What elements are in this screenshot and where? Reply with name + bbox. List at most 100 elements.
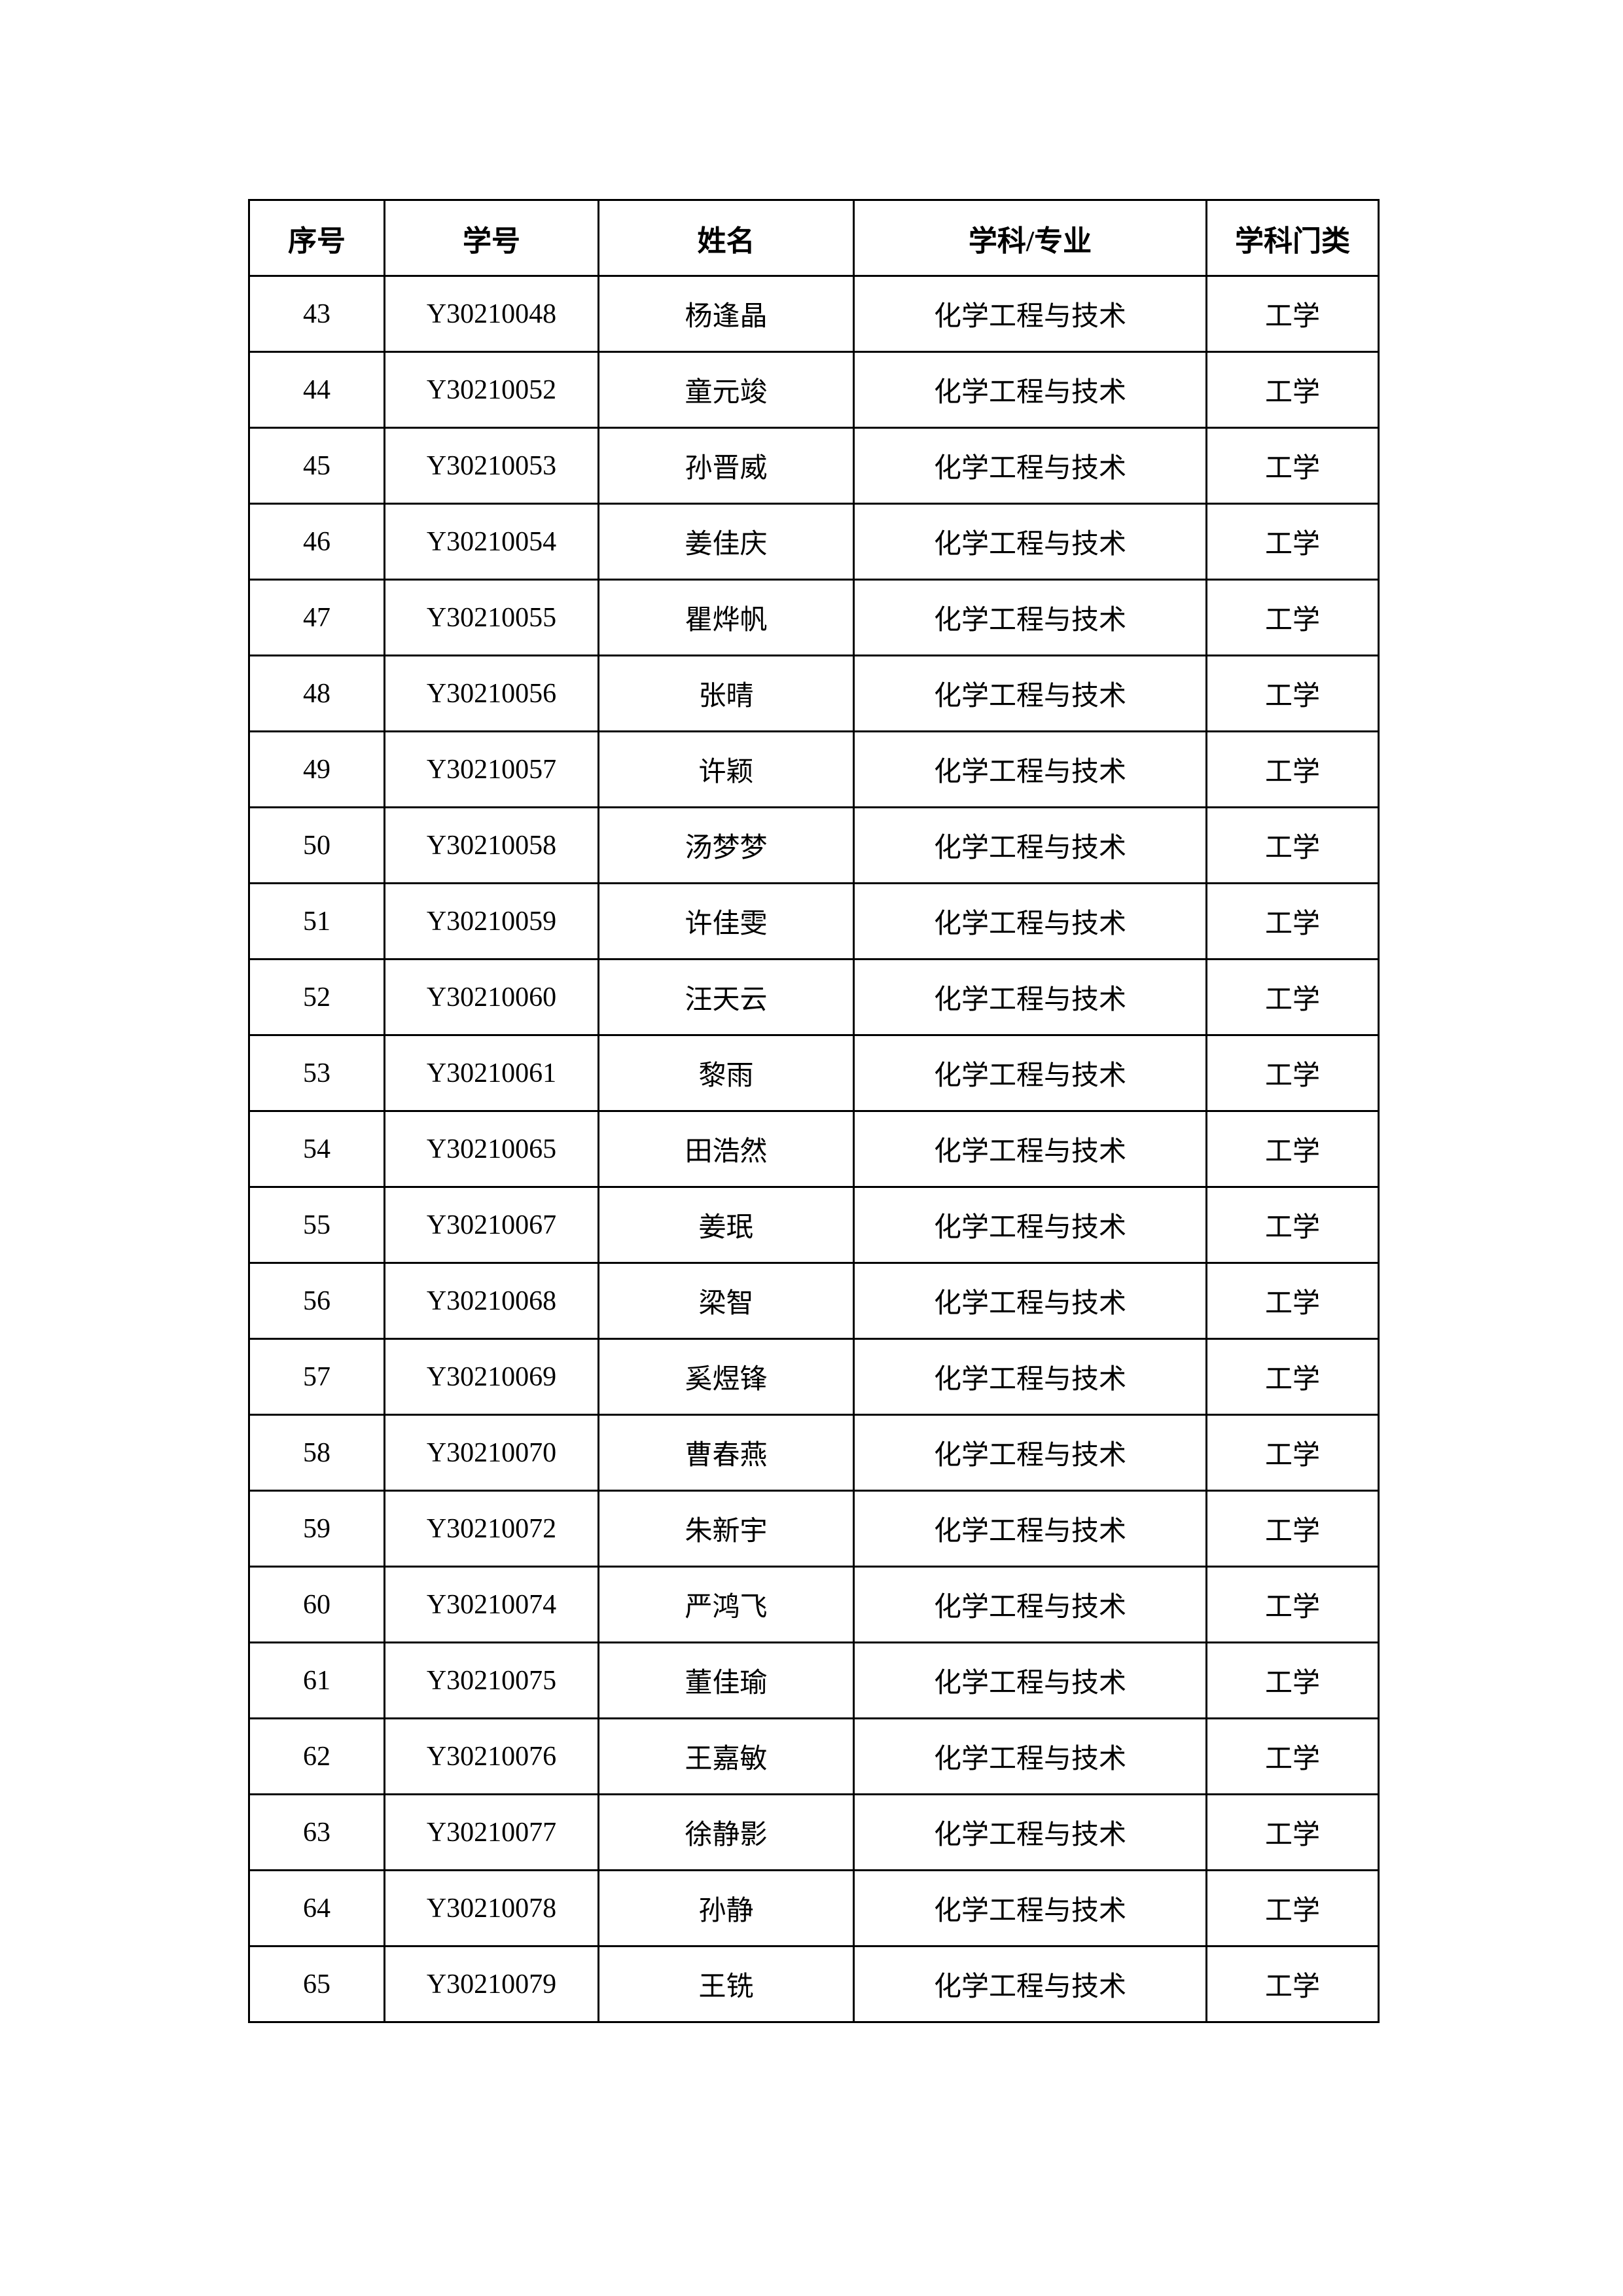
cell-major: 化学工程与技术: [853, 1945, 1207, 2023]
cell-student-id: Y30210065: [383, 1110, 599, 1188]
cell-category: 工学: [1205, 1869, 1380, 1947]
cell-name: 姜佳庆: [597, 503, 855, 581]
cell-index: 49: [248, 730, 385, 808]
cell-index: 55: [248, 1186, 385, 1264]
cell-major: 化学工程与技术: [853, 882, 1207, 960]
cell-index: 62: [248, 1717, 385, 1795]
cell-name: 王嘉敏: [597, 1717, 855, 1795]
table-row: 55 Y30210067 姜珉 化学工程与技术 工学: [248, 1186, 1380, 1264]
header-category: 学科门类: [1205, 199, 1380, 277]
table-row: 49 Y30210057 许颖 化学工程与技术 工学: [248, 730, 1380, 808]
cell-category: 工学: [1205, 579, 1380, 656]
table-row: 54 Y30210065 田浩然 化学工程与技术 工学: [248, 1110, 1380, 1188]
cell-category: 工学: [1205, 730, 1380, 808]
cell-student-id: Y30210061: [383, 1034, 599, 1112]
cell-student-id: Y30210057: [383, 730, 599, 808]
cell-category: 工学: [1205, 1186, 1380, 1264]
cell-name: 董佳瑜: [597, 1641, 855, 1719]
table-row: 59 Y30210072 朱新宇 化学工程与技术 工学: [248, 1490, 1380, 1568]
cell-index: 52: [248, 958, 385, 1036]
cell-index: 58: [248, 1414, 385, 1492]
cell-index: 54: [248, 1110, 385, 1188]
cell-index: 64: [248, 1869, 385, 1947]
cell-category: 工学: [1205, 503, 1380, 581]
table-row: 45 Y30210053 孙晋威 化学工程与技术 工学: [248, 427, 1380, 505]
table-row: 51 Y30210059 许佳雯 化学工程与技术 工学: [248, 882, 1380, 960]
cell-category: 工学: [1205, 1641, 1380, 1719]
cell-index: 45: [248, 427, 385, 505]
cell-major: 化学工程与技术: [853, 1186, 1207, 1264]
cell-major: 化学工程与技术: [853, 427, 1207, 505]
header-index: 序号: [248, 199, 385, 277]
cell-index: 53: [248, 1034, 385, 1112]
cell-student-id: Y30210072: [383, 1490, 599, 1568]
cell-index: 65: [248, 1945, 385, 2023]
cell-category: 工学: [1205, 1262, 1380, 1340]
cell-student-id: Y30210053: [383, 427, 599, 505]
cell-major: 化学工程与技术: [853, 579, 1207, 656]
cell-name: 汪天云: [597, 958, 855, 1036]
cell-category: 工学: [1205, 1414, 1380, 1492]
cell-student-id: Y30210079: [383, 1945, 599, 2023]
header-student-id: 学号: [383, 199, 599, 277]
table-row: 64 Y30210078 孙静 化学工程与技术 工学: [248, 1869, 1380, 1947]
cell-student-id: Y30210052: [383, 351, 599, 429]
cell-student-id: Y30210078: [383, 1869, 599, 1947]
table-row: 61 Y30210075 董佳瑜 化学工程与技术 工学: [248, 1641, 1380, 1719]
cell-major: 化学工程与技术: [853, 1034, 1207, 1112]
cell-index: 50: [248, 806, 385, 884]
cell-index: 51: [248, 882, 385, 960]
cell-major: 化学工程与技术: [853, 1338, 1207, 1416]
cell-index: 48: [248, 655, 385, 732]
table-row: 52 Y30210060 汪天云 化学工程与技术 工学: [248, 958, 1380, 1036]
cell-student-id: Y30210059: [383, 882, 599, 960]
cell-student-id: Y30210060: [383, 958, 599, 1036]
cell-category: 工学: [1205, 1490, 1380, 1568]
table-row: 62 Y30210076 王嘉敏 化学工程与技术 工学: [248, 1717, 1380, 1795]
cell-name: 许佳雯: [597, 882, 855, 960]
cell-major: 化学工程与技术: [853, 1641, 1207, 1719]
cell-student-id: Y30210048: [383, 275, 599, 353]
cell-student-id: Y30210067: [383, 1186, 599, 1264]
cell-major: 化学工程与技术: [853, 1793, 1207, 1871]
cell-major: 化学工程与技术: [853, 1490, 1207, 1568]
cell-student-id: Y30210074: [383, 1566, 599, 1643]
cell-major: 化学工程与技术: [853, 730, 1207, 808]
cell-category: 工学: [1205, 882, 1380, 960]
cell-name: 姜珉: [597, 1186, 855, 1264]
table-row: 65 Y30210079 王铣 化学工程与技术 工学: [248, 1945, 1380, 2023]
cell-student-id: Y30210068: [383, 1262, 599, 1340]
table-row: 47 Y30210055 瞿烨帆 化学工程与技术 工学: [248, 579, 1380, 656]
cell-major: 化学工程与技术: [853, 1717, 1207, 1795]
cell-category: 工学: [1205, 1793, 1380, 1871]
cell-index: 46: [248, 503, 385, 581]
cell-category: 工学: [1205, 1945, 1380, 2023]
table-row: 60 Y30210074 严鸿飞 化学工程与技术 工学: [248, 1566, 1380, 1643]
header-major: 学科/专业: [853, 199, 1207, 277]
cell-major: 化学工程与技术: [853, 655, 1207, 732]
cell-student-id: Y30210055: [383, 579, 599, 656]
cell-student-id: Y30210069: [383, 1338, 599, 1416]
cell-name: 杨逢晶: [597, 275, 855, 353]
cell-name: 黎雨: [597, 1034, 855, 1112]
header-name: 姓名: [597, 199, 855, 277]
student-table: 序号 学号 姓名 学科/专业 学科门类 43 Y30210048 杨逢晶 化学工程与技…: [248, 199, 1380, 2023]
cell-index: 44: [248, 351, 385, 429]
cell-major: 化学工程与技术: [853, 806, 1207, 884]
cell-index: 57: [248, 1338, 385, 1416]
table-row: 46 Y30210054 姜佳庆 化学工程与技术 工学: [248, 503, 1380, 581]
cell-name: 瞿烨帆: [597, 579, 855, 656]
cell-major: 化学工程与技术: [853, 958, 1207, 1036]
table-header-row: 序号 学号 姓名 学科/专业 学科门类: [248, 199, 1380, 277]
cell-category: 工学: [1205, 351, 1380, 429]
cell-student-id: Y30210070: [383, 1414, 599, 1492]
cell-name: 梁智: [597, 1262, 855, 1340]
cell-major: 化学工程与技术: [853, 351, 1207, 429]
cell-major: 化学工程与技术: [853, 503, 1207, 581]
cell-name: 徐静影: [597, 1793, 855, 1871]
cell-major: 化学工程与技术: [853, 1566, 1207, 1643]
table-row: 63 Y30210077 徐静影 化学工程与技术 工学: [248, 1793, 1380, 1871]
cell-student-id: Y30210058: [383, 806, 599, 884]
table-row: 50 Y30210058 汤梦梦 化学工程与技术 工学: [248, 806, 1380, 884]
cell-student-id: Y30210054: [383, 503, 599, 581]
